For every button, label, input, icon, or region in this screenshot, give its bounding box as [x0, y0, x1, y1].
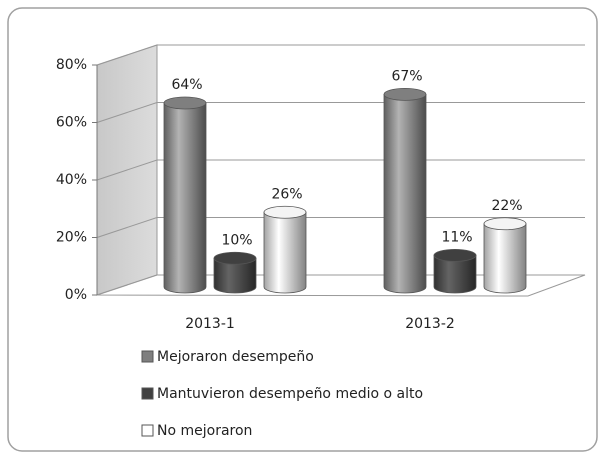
bar — [383, 87, 427, 294]
bar-top — [163, 96, 207, 110]
grid-line — [96, 159, 585, 181]
y-tick-label: 40% — [56, 172, 87, 188]
grid-line — [96, 217, 585, 238]
legend-swatch — [141, 387, 154, 400]
y-tick-label: 20% — [56, 230, 87, 246]
y-tick-label: 80% — [56, 57, 87, 73]
bar-top — [213, 251, 257, 265]
data-label: 10% — [221, 232, 252, 248]
grid-line — [96, 44, 585, 66]
legend-label: Mejoraron desempeño — [157, 349, 314, 365]
bar-top — [263, 205, 307, 219]
bar — [433, 248, 477, 294]
data-label: 11% — [441, 229, 472, 245]
x-tick-label: 2013-2 — [405, 316, 455, 332]
bar — [263, 205, 307, 294]
data-label: 22% — [491, 198, 522, 214]
bar-top — [433, 248, 477, 262]
grid-line — [96, 102, 585, 123]
bar — [213, 251, 257, 294]
y-tick-label: 60% — [56, 115, 87, 131]
bar-body — [483, 223, 527, 294]
bar-body — [213, 257, 257, 294]
bar-top — [383, 87, 427, 101]
data-label: 26% — [271, 186, 302, 202]
bar — [163, 96, 207, 294]
bar-body — [383, 93, 427, 294]
legend-swatch — [141, 424, 154, 437]
bar-top — [483, 217, 527, 231]
bar-body — [263, 211, 307, 294]
bar — [483, 217, 527, 294]
legend-swatch — [141, 350, 154, 363]
data-label: 67% — [391, 68, 422, 84]
data-label: 64% — [171, 77, 202, 93]
x-tick-label: 2013-1 — [185, 316, 235, 332]
bar-body — [163, 102, 207, 294]
legend-label: Mantuvieron desempeño medio o alto — [157, 386, 423, 402]
bar-body — [433, 254, 477, 294]
y-tick-label: 0% — [65, 287, 87, 303]
legend-label: No mejoraron — [157, 423, 252, 439]
